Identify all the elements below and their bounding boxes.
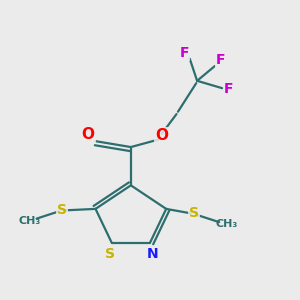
Text: F: F	[216, 53, 225, 67]
Text: S: S	[57, 203, 67, 218]
Text: N: N	[146, 247, 158, 261]
Text: CH₃: CH₃	[18, 216, 40, 226]
Text: F: F	[180, 46, 189, 60]
Text: S: S	[105, 247, 115, 261]
Text: S: S	[189, 206, 199, 220]
Text: O: O	[155, 128, 168, 143]
Text: CH₃: CH₃	[215, 219, 238, 229]
Text: O: O	[82, 127, 95, 142]
Text: F: F	[224, 82, 233, 96]
